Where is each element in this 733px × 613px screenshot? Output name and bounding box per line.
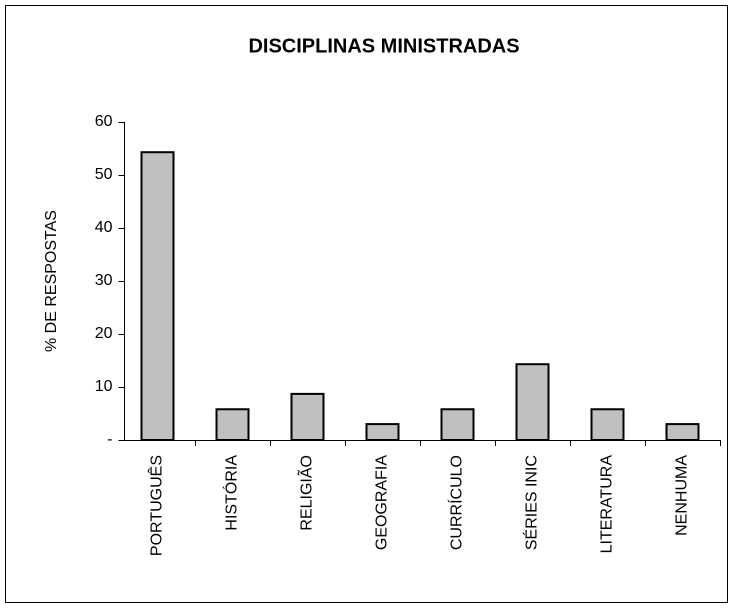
- x-tick-label: RELIGIÃO: [296, 455, 316, 531]
- chart-border: [5, 5, 728, 603]
- y-tick-label: 20: [95, 325, 113, 342]
- x-tick-label: LITERATURA: [599, 455, 616, 554]
- bar: [665, 423, 700, 442]
- y-tick-label: 60: [95, 113, 113, 130]
- y-tick-label: -: [107, 431, 112, 448]
- y-tick-label: 30: [95, 272, 113, 289]
- bar: [590, 408, 625, 442]
- bar: [440, 408, 475, 442]
- chart-title: DISCIPLINAS MINISTRADAS: [248, 35, 519, 57]
- y-axis-label: % DE RESPOSTAS: [43, 210, 60, 352]
- bar: [290, 392, 325, 442]
- x-tick-label: NENHUMA: [674, 455, 691, 536]
- y-tick-label: 40: [95, 219, 113, 236]
- x-tick-label: CURRÍCULO: [447, 455, 466, 550]
- bar: [365, 423, 400, 442]
- bar: [140, 151, 175, 442]
- x-tick-label: SÉRIES INIC: [522, 455, 541, 550]
- y-tick-label: 50: [95, 166, 113, 183]
- bar: [515, 363, 550, 441]
- x-tick-label: PORTUGUÊS: [147, 455, 166, 556]
- bar: [215, 408, 250, 442]
- y-tick-label: 10: [95, 378, 113, 395]
- x-tick-label: HISTÓRIA: [222, 455, 241, 531]
- x-tick-label: GEOGRAFIA: [374, 455, 391, 550]
